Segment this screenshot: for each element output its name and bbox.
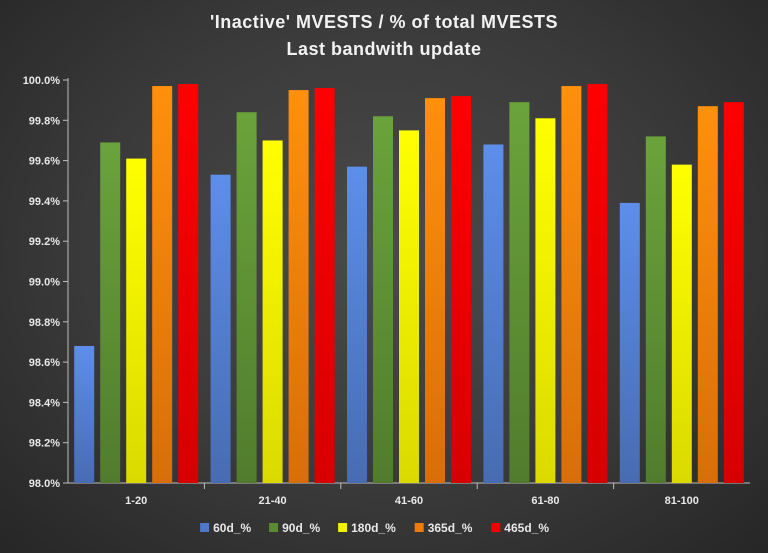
bar-21-40-365d_%	[288, 90, 309, 483]
legend-label-465d_%: 465d_%	[504, 521, 549, 535]
chart-title: 'Inactive' MVESTS / % of total MVESTS	[209, 12, 559, 32]
x-tick-label: 41-60	[395, 495, 423, 507]
legend-label-60d_%: 60d_%	[213, 521, 251, 535]
y-tick-label: 98.4%	[29, 397, 60, 409]
y-tick-label: 99.2%	[29, 236, 60, 248]
bar-21-40-60d_%	[210, 174, 231, 483]
x-tick-label: 21-40	[259, 495, 287, 507]
bar-1-20-365d_%	[152, 86, 173, 484]
y-tick-label: 99.0%	[29, 277, 60, 289]
bar-81-100-180d_%	[671, 164, 692, 483]
y-tick-label: 98.2%	[29, 438, 60, 450]
y-tick-label: 100.0%	[23, 75, 61, 87]
legend-swatch-465d_%	[491, 523, 501, 532]
y-tick-label: 98.0%	[29, 478, 60, 490]
y-tick-label: 98.8%	[29, 317, 60, 329]
bar-81-100-90d_%	[645, 136, 666, 484]
y-tick-label: 99.6%	[29, 156, 60, 168]
legend-label-180d_%: 180d_%	[351, 521, 396, 535]
bar-81-100-465d_%	[723, 102, 744, 483]
y-tick-label: 99.8%	[29, 115, 60, 127]
bar-1-20-180d_%	[126, 158, 147, 483]
bar-61-80-60d_%	[483, 144, 504, 484]
bar-1-20-60d_%	[74, 345, 95, 483]
legend-swatch-90d_%	[269, 523, 279, 532]
bar-61-80-180d_%	[535, 118, 556, 483]
bar-1-20-90d_%	[100, 142, 121, 483]
bar-21-40-180d_%	[262, 140, 283, 483]
y-tick-label: 98.6%	[29, 357, 60, 369]
bar-61-80-90d_%	[509, 102, 530, 483]
bar-1-20-465d_%	[178, 84, 199, 483]
legend-label-90d_%: 90d_%	[282, 521, 320, 535]
x-tick-label: 1-20	[125, 495, 147, 507]
x-tick-label: 81-100	[665, 495, 699, 507]
legend-label-365d_%: 365d_%	[428, 521, 473, 535]
y-tick-label: 99.4%	[29, 196, 60, 208]
chart-subtitle: Last bandwith update	[286, 39, 482, 59]
bar-21-40-465d_%	[314, 88, 335, 483]
bar-61-80-465d_%	[587, 84, 608, 483]
legend-swatch-60d_%	[200, 523, 210, 532]
bar-81-100-60d_%	[619, 202, 640, 484]
bar-41-60-180d_%	[399, 130, 419, 483]
bar-21-40-90d_%	[236, 112, 257, 484]
bar-41-60-90d_%	[373, 116, 393, 484]
bar-81-100-365d_%	[697, 106, 718, 483]
legend-swatch-180d_%	[338, 523, 348, 532]
bar-41-60-465d_%	[451, 96, 471, 484]
bar-41-60-365d_%	[425, 98, 445, 483]
bar-41-60-60d_%	[347, 166, 367, 483]
bar-61-80-365d_%	[561, 86, 582, 484]
legend-swatch-365d_%	[414, 523, 424, 532]
x-tick-label: 61-80	[531, 495, 559, 507]
